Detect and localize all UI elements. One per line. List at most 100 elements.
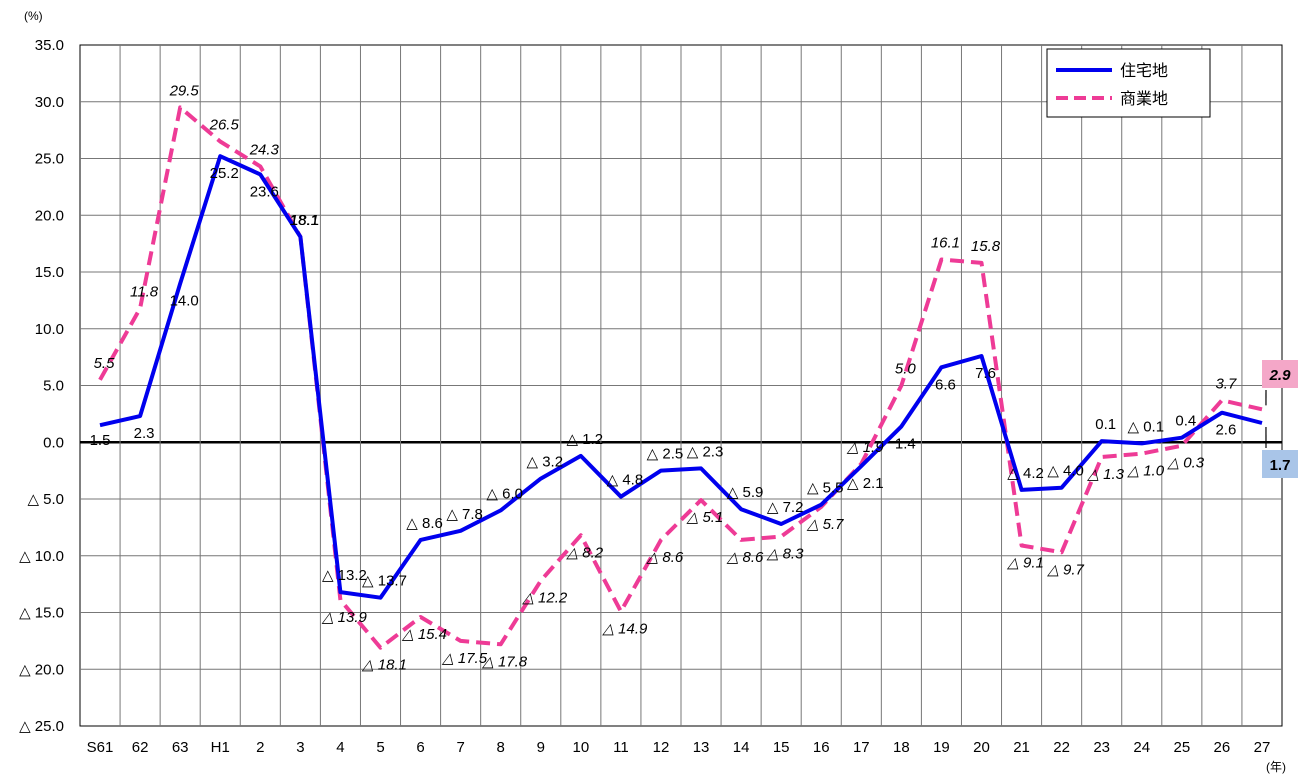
data-label-commercial: △ 15.4 [401, 626, 447, 643]
x-tick-label: 17 [853, 739, 870, 756]
y-tick-label: △ 25.0 [19, 718, 64, 735]
data-label-residential: △ 0.1 [1127, 418, 1164, 435]
y-unit-label: (%) [24, 9, 43, 23]
data-label-residential: △ 13.7 [362, 573, 407, 590]
x-tick-label: 25 [1173, 739, 1190, 756]
data-label-residential: △ 2.3 [687, 443, 724, 460]
data-label-residential: △ 2.5 [647, 446, 684, 463]
data-label-commercial: △ 8.2 [566, 544, 604, 561]
x-tick-label: 13 [693, 739, 710, 756]
data-label-residential: 1.4 [895, 435, 916, 452]
data-label-commercial: 18.1 [290, 212, 319, 229]
y-tick-label: 0.0 [43, 434, 64, 451]
data-label-commercial: △ 9.1 [1006, 555, 1044, 572]
series-lines [98, 105, 1263, 650]
x-tick-label: 4 [336, 739, 344, 756]
data-label-residential: 1.5 [90, 432, 111, 449]
x-tick-label: 15 [773, 739, 790, 756]
highlight-box [1262, 360, 1298, 388]
data-label-residential: △ 2.1 [847, 475, 884, 492]
y-tick-label: 5.0 [43, 378, 64, 395]
data-label-commercial: △ 18.1 [361, 657, 407, 674]
data-label-commercial: 26.5 [209, 116, 240, 133]
data-label-residential: 0.1 [1095, 416, 1116, 433]
x-tick-label: 22 [1053, 739, 1070, 756]
data-label-commercial: △ 17.5 [441, 650, 488, 667]
data-label-residential: 25.2 [210, 165, 239, 182]
data-label-residential: △ 5.5 [807, 480, 844, 497]
data-label-residential: △ 5.9 [727, 484, 764, 501]
data-label-residential: △ 8.6 [406, 515, 443, 532]
y-tick-label: 20.0 [35, 207, 64, 224]
data-label-commercial: △ 17.8 [481, 653, 528, 670]
data-label-residential: 18.1 [290, 212, 319, 229]
x-tick-label: 63 [172, 739, 189, 756]
data-label-commercial: 5.5 [94, 355, 116, 372]
x-tick-label: 8 [497, 739, 505, 756]
grid-lines [79, 44, 1283, 727]
data-label-commercial: 3.7 [1215, 375, 1237, 392]
x-tick-label: 2 [256, 739, 264, 756]
data-label-residential: △ 4.8 [607, 472, 644, 489]
data-label-commercial: △ 14.9 [601, 620, 648, 637]
data-label-commercial: △ 5.1 [686, 509, 724, 526]
y-tick-label: △ 20.0 [19, 661, 64, 678]
data-label-commercial: △ 5.7 [806, 516, 844, 533]
highlight-box [1262, 450, 1298, 478]
x-tick-label: 27 [1254, 739, 1271, 756]
x-unit-label: (年) [1266, 760, 1286, 774]
data-label-residential: 23.6 [250, 183, 279, 200]
x-axis-tick-labels: S61 62 63 H1 2 3 4 5 6 7 8 9 10 11 12 13 14 15 16 17 18 19 20 2… [87, 739, 1271, 756]
data-label-commercial: 11.8 [130, 283, 159, 300]
data-label-commercial: 24.3 [249, 141, 280, 158]
data-label-residential: △ 3.2 [526, 454, 563, 471]
y-tick-label: 15.0 [35, 264, 64, 281]
data-label-commercial: 15.8 [971, 238, 1001, 255]
x-tick-label: S61 [87, 739, 114, 756]
x-tick-label: 16 [813, 739, 830, 756]
y-tick-label: 10.0 [35, 321, 64, 338]
y-tick-label: △ 10.0 [19, 548, 64, 565]
y-tick-label: 35.0 [35, 37, 64, 54]
data-label-commercial: △ 9.7 [1046, 561, 1084, 578]
data-label-commercial: △ 1.9 [846, 439, 884, 456]
data-label-commercial: △ 0.3 [1167, 455, 1205, 472]
data-labels: 1.5 2.314.025.223.618.1△ 13.2△ 13.7△ 8.6△… [90, 82, 1298, 674]
data-label-residential: △ 6.0 [486, 485, 523, 502]
x-tick-label: 7 [456, 739, 464, 756]
data-label-commercial: △ 12.2 [521, 590, 568, 607]
x-tick-label: 19 [933, 739, 950, 756]
legend-label-commercial: 商業地 [1120, 90, 1168, 108]
x-tick-label: 5 [376, 739, 384, 756]
data-label-residential: △ 7.8 [446, 506, 483, 523]
data-label-commercial: △ 8.3 [766, 545, 804, 562]
series-line-residential [99, 154, 1263, 600]
x-tick-label: 24 [1133, 739, 1150, 756]
highlight-label: 1.7 [1270, 457, 1291, 474]
x-tick-label: 11 [613, 739, 629, 756]
y-axis-tick-labels: △ 25.0 △ 20.0 △ 15.0 △ 10.0 △ 5.0 0.0 5.0 10.0 1… [19, 37, 64, 735]
y-tick-label: △ 15.0 [19, 605, 64, 622]
x-tick-label: 14 [733, 739, 750, 756]
data-label-residential: 2.6 [1215, 422, 1236, 439]
data-label-commercial: 16.1 [931, 235, 960, 252]
y-tick-label: 25.0 [35, 151, 64, 168]
x-tick-label: 10 [572, 739, 589, 756]
y-tick-label: 30.0 [35, 94, 64, 111]
data-label-residential: 7.6 [975, 365, 996, 382]
data-label-commercial: 5.0 [895, 361, 917, 378]
legend-box [1046, 48, 1211, 118]
x-tick-label: 6 [416, 739, 424, 756]
x-tick-label: 9 [537, 739, 545, 756]
x-tick-label: 20 [973, 739, 990, 756]
data-label-residential: 14.0 [170, 292, 199, 309]
x-tick-label: 12 [653, 739, 670, 756]
x-tick-label: 3 [296, 739, 304, 756]
data-label-commercial: △ 8.6 [726, 549, 764, 566]
x-tick-label: 18 [893, 739, 910, 756]
data-label-commercial: △ 8.6 [646, 549, 684, 566]
x-tick-label: 21 [1013, 739, 1030, 756]
data-label-residential: △ 4.2 [1007, 465, 1044, 482]
x-tick-label: 62 [132, 739, 149, 756]
